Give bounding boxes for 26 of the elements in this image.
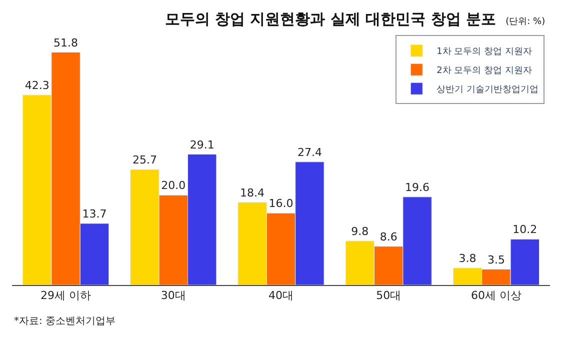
- data-label: 42.3: [24, 78, 50, 92]
- x-tick-label: 30대: [160, 289, 186, 302]
- chart-subtitle: (단위: %): [506, 16, 546, 27]
- data-label: 51.8: [54, 36, 78, 50]
- data-label: 10.2: [512, 223, 538, 236]
- data-label: 19.6: [405, 180, 430, 194]
- x-tick-label: 60세 이상: [470, 289, 522, 302]
- legend-label: 2차 모두의 창업 지원자: [436, 66, 532, 76]
- text: *자료: 중소벤처기업부: [14, 316, 116, 327]
- data-label: 13.7: [82, 207, 107, 220]
- legend-label: 1차 모두의 창업 지원자: [436, 47, 532, 58]
- legend-label: 상반기 기술기반창업기업: [436, 85, 538, 96]
- data-label: 9.8: [351, 224, 369, 238]
- chart-title: 모두의 창업 지원현황과 실제 대한민국 창업 분포: [164, 10, 496, 28]
- data-label: 18.4: [240, 186, 265, 200]
- data-label: 8.6: [380, 230, 398, 244]
- x-tick-label: 29세 이하: [40, 289, 92, 302]
- data-label: 3.5: [487, 253, 505, 266]
- data-label: 27.4: [297, 146, 322, 159]
- data-label: 16.0: [268, 197, 294, 210]
- data-label: 29.1: [190, 138, 214, 152]
- data-label: 3.8: [458, 252, 476, 265]
- x-tick-label: 50대: [376, 289, 402, 302]
- x-tick-label: 40대: [268, 289, 294, 302]
- data-label: 25.7: [132, 154, 157, 167]
- data-label: 20.0: [161, 179, 186, 192]
